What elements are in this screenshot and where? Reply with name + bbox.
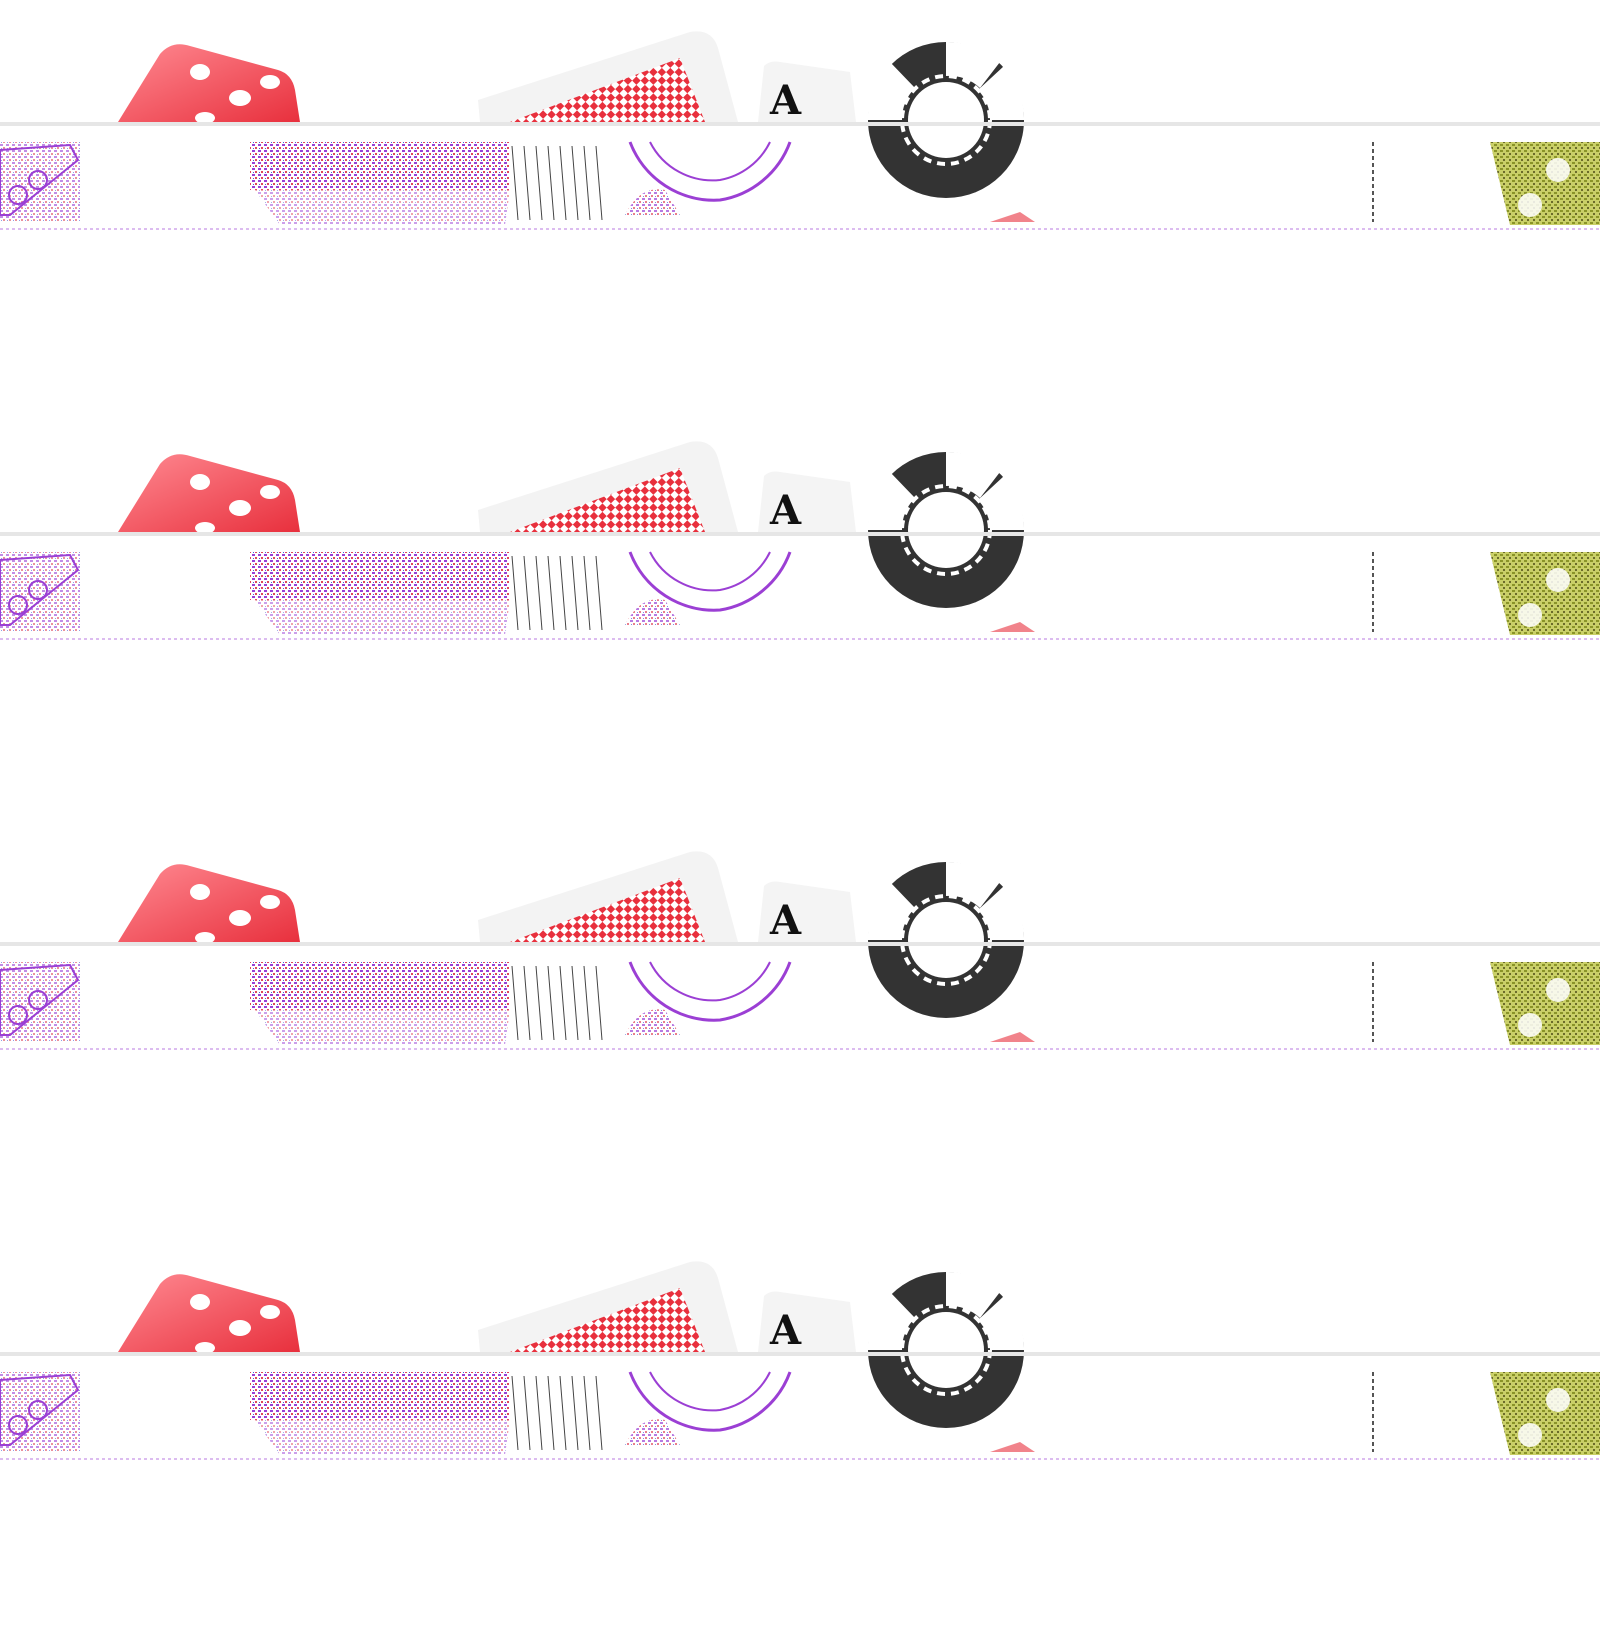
banner-art [0,849,1600,1052]
banner-tile-4: A [0,1230,1600,1640]
banner-tile-2: A [0,410,1600,820]
ace-card-rank: A [769,77,802,124]
ace-card-rank: A [769,897,802,944]
ace-card-rank: A [769,487,802,534]
ace-card-rank: A [769,1307,802,1354]
banner-tile-1: A [0,0,1600,410]
banner-art [0,439,1600,642]
banner-tile-3: A [0,820,1600,1230]
banner-art [0,1259,1600,1462]
banner-art [0,29,1600,233]
